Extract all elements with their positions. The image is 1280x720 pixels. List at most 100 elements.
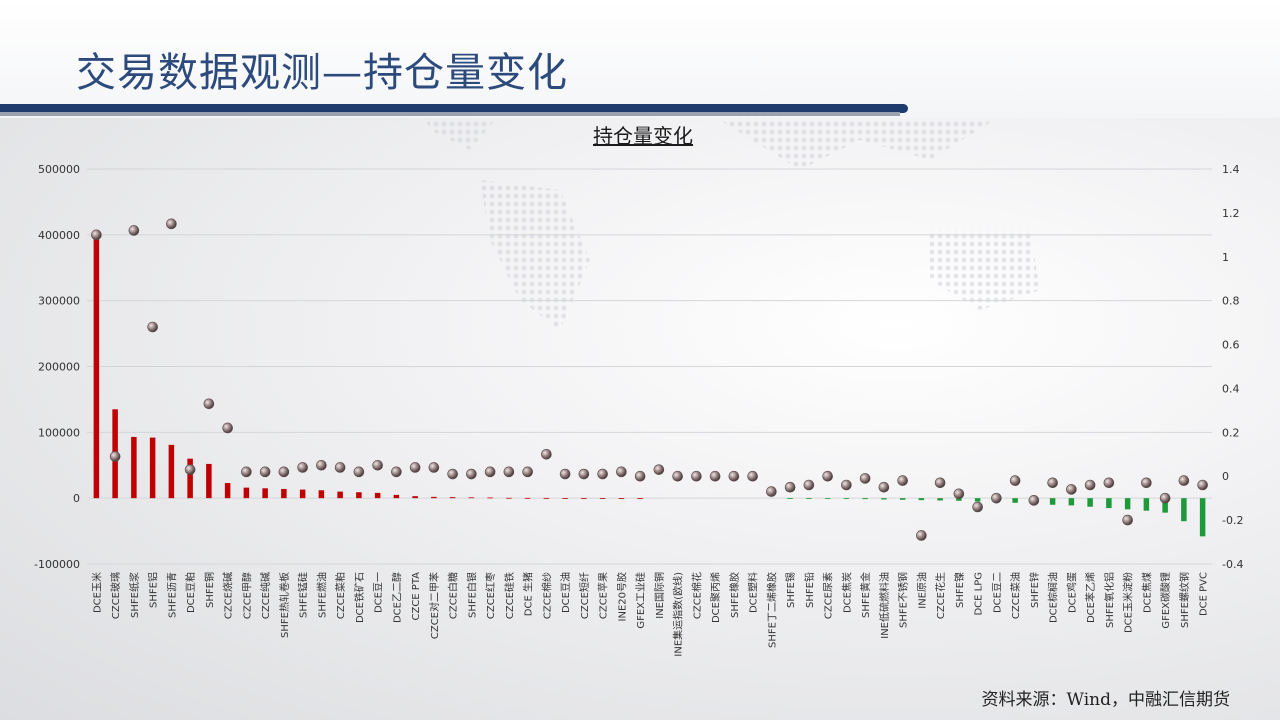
- x-tick-label: SHFE铅: [803, 572, 816, 608]
- right-axis-ticks: 1.4 1.2 1 0.8 0.6 0.4 0.2 0 -0.2 -0.4: [1222, 163, 1243, 571]
- source-note: 资料来源：Wind，中融汇信期货: [981, 690, 1230, 710]
- x-tick-label: CZCE甲醇: [240, 572, 253, 619]
- data-point: [109, 451, 121, 462]
- x-tick-label: CZCE棉花: [690, 572, 703, 619]
- bar: [806, 498, 812, 499]
- bar: [224, 483, 231, 499]
- data-point: [1159, 492, 1171, 504]
- data-point: [728, 470, 740, 482]
- x-tick-label: CZCE短纤: [578, 572, 591, 619]
- x-tick-label: DCE PVC: [1199, 572, 1210, 616]
- data-point: [859, 473, 871, 484]
- y-tick-label: 300000: [38, 295, 80, 308]
- bar: [843, 498, 850, 499]
- bar-series: [93, 234, 1206, 537]
- data-point: [428, 462, 440, 473]
- data-point: [522, 466, 533, 478]
- bar: [356, 492, 362, 499]
- data-point: [1122, 514, 1133, 526]
- data-point: [372, 459, 383, 471]
- data-point: [166, 218, 177, 230]
- x-tick-label: CZCE苹果: [597, 572, 610, 619]
- data-point: [353, 466, 365, 478]
- bar: [543, 497, 550, 499]
- x-tick-label: GFEX碳酸锂: [1159, 572, 1172, 629]
- data-point: [1103, 477, 1115, 489]
- data-point: [1084, 479, 1096, 491]
- bar: [412, 496, 418, 499]
- data-point: [672, 470, 683, 482]
- y-tick-label: 500000: [38, 163, 80, 176]
- x-tick-label: DCE豆粕: [184, 572, 197, 613]
- x-tick-label: SHFE不锈钢: [897, 572, 910, 628]
- x-tick-label: DCE棕榈油: [1047, 572, 1060, 623]
- y-tick-label: 0: [73, 492, 80, 505]
- data-point: [503, 466, 515, 478]
- x-tick-label: CZCE花生: [934, 572, 947, 619]
- x-tick-label: SHFE螺纹钢: [1178, 572, 1191, 628]
- bar: [299, 489, 306, 499]
- bar: [187, 458, 193, 499]
- data-point: [222, 422, 233, 434]
- x-tick-label: SHFE丁二烯橡胶: [765, 572, 778, 648]
- x-tick-label: SHFE纸浆: [128, 572, 141, 618]
- x-tick-label: DCE豆二: [991, 572, 1003, 613]
- data-point: [484, 466, 496, 478]
- data-point: [616, 466, 627, 478]
- bar: [393, 494, 400, 499]
- bar: [562, 498, 568, 499]
- bar: [1068, 498, 1075, 506]
- bar: [1162, 498, 1168, 513]
- x-tick-label: CZCE PTA: [411, 572, 422, 621]
- bar: [337, 491, 343, 499]
- x-tick-label: DCE铁矿石: [353, 572, 366, 623]
- data-point: [91, 229, 102, 241]
- data-point: [878, 481, 890, 493]
- x-tick-label: INE原油: [915, 572, 928, 609]
- data-point: [147, 321, 158, 333]
- x-tick-label: DCE LPG: [974, 572, 985, 616]
- data-point: [1028, 495, 1040, 506]
- x-tick-label: SHFE锰硅: [297, 572, 310, 618]
- x-tick-label: DCE玉米: [90, 572, 103, 613]
- dot-series: [91, 218, 1208, 541]
- data-point: [916, 530, 927, 541]
- bar: [881, 498, 887, 500]
- x-tick-label: DCE塑料: [747, 572, 760, 613]
- x-tick-label: SHFE氧化铝: [1103, 572, 1116, 628]
- data-point: [634, 470, 646, 482]
- data-point: [1197, 479, 1208, 491]
- bar: [431, 496, 437, 499]
- data-point: [447, 468, 458, 480]
- bar: [1181, 498, 1187, 522]
- x-tick-label: SHFE铝: [148, 572, 160, 608]
- data-point: [391, 466, 402, 478]
- x-tick-label: SHFE锌: [1028, 572, 1041, 608]
- y2-tick-label: 1.2: [1222, 207, 1240, 220]
- y2-tick-label: 0.6: [1222, 339, 1240, 352]
- x-tick-label: SHFE铜: [204, 572, 216, 608]
- y2-tick-label: 1.4: [1222, 163, 1240, 176]
- data-point: [128, 225, 140, 236]
- data-point: [184, 464, 196, 475]
- x-tick-label: CZCE硅铁: [503, 572, 516, 619]
- x-tick-label: DCE鸡蛋: [1065, 572, 1078, 613]
- bar: [243, 487, 250, 499]
- y2-tick-label: 0.2: [1222, 426, 1240, 439]
- data-point: [578, 468, 590, 480]
- y2-tick-label: 0: [1222, 470, 1229, 483]
- bar: [93, 234, 100, 499]
- x-tick-label: SHFE白银: [465, 572, 478, 618]
- data-point: [841, 479, 852, 491]
- data-point: [541, 448, 552, 460]
- x-tick-label: DCE焦炭: [840, 572, 853, 613]
- data-point: [241, 466, 252, 478]
- bar: [1124, 498, 1131, 510]
- x-tick-label: DCE 生猪: [522, 572, 535, 616]
- bar: [131, 436, 137, 499]
- title-underline-blue: [0, 104, 908, 113]
- data-point: [559, 468, 571, 480]
- x-tick-label: DCE苯乙烯: [1084, 572, 1097, 623]
- title-band: [0, 0, 1280, 118]
- gridlines: [87, 168, 1212, 565]
